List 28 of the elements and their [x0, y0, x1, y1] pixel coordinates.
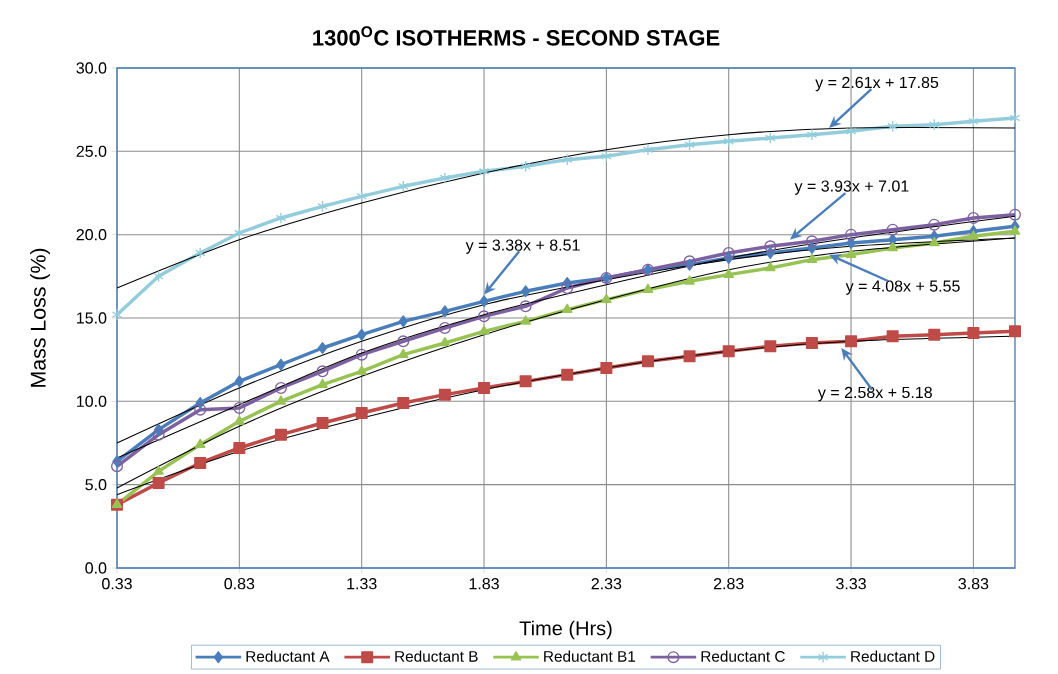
x-axis-title: Time (Hrs) — [519, 620, 612, 640]
chart-title: 1300$^{O}$C ISOTHERMS - SECOND STAGE — [313, 26, 720, 46]
y-tick-label: 5.0 — [85, 479, 107, 491]
y-axis-title: Mass Loss (%) — [30, 248, 50, 387]
y-tick-label: 15.0 — [77, 312, 107, 324]
y-tick-label: 25.0 — [76, 145, 107, 157]
legend-label: Reductant D — [851, 650, 935, 662]
legend-label: Reductant C — [701, 650, 785, 662]
y-tick-label: 10.0 — [77, 395, 107, 407]
annotation: y = 2.61x + 17.85 — [815, 76, 939, 92]
x-tick-label: 3.83 — [958, 578, 989, 590]
x-tick-label: 2.83 — [713, 578, 744, 590]
x-tick-label: 0.83 — [224, 578, 255, 590]
legend-label: Reductant B — [395, 650, 478, 662]
y-tick-label: 0.0 — [85, 562, 107, 574]
annotation: y = 3.38x + 8.51 — [465, 239, 580, 254]
x-tick-label: 0.33 — [102, 578, 132, 590]
x-tick-label: 3.33 — [836, 578, 866, 590]
x-tick-label: 2.33 — [591, 578, 622, 590]
annotation: y = 4.08x + 5.55 — [845, 280, 960, 295]
x-tick-label: 1.83 — [469, 578, 499, 590]
legend-label: Reductant B1 — [544, 650, 636, 662]
legend-label: Reductant A — [246, 650, 330, 662]
y-tick-label: 20.0 — [76, 229, 107, 241]
y-tick-label: 30.0 — [76, 62, 107, 74]
x-tick-label: 1.33 — [347, 578, 377, 590]
annotation: y = 2.58x + 5.18 — [817, 386, 932, 402]
annotation: y = 3.93x + 7.01 — [794, 180, 909, 195]
